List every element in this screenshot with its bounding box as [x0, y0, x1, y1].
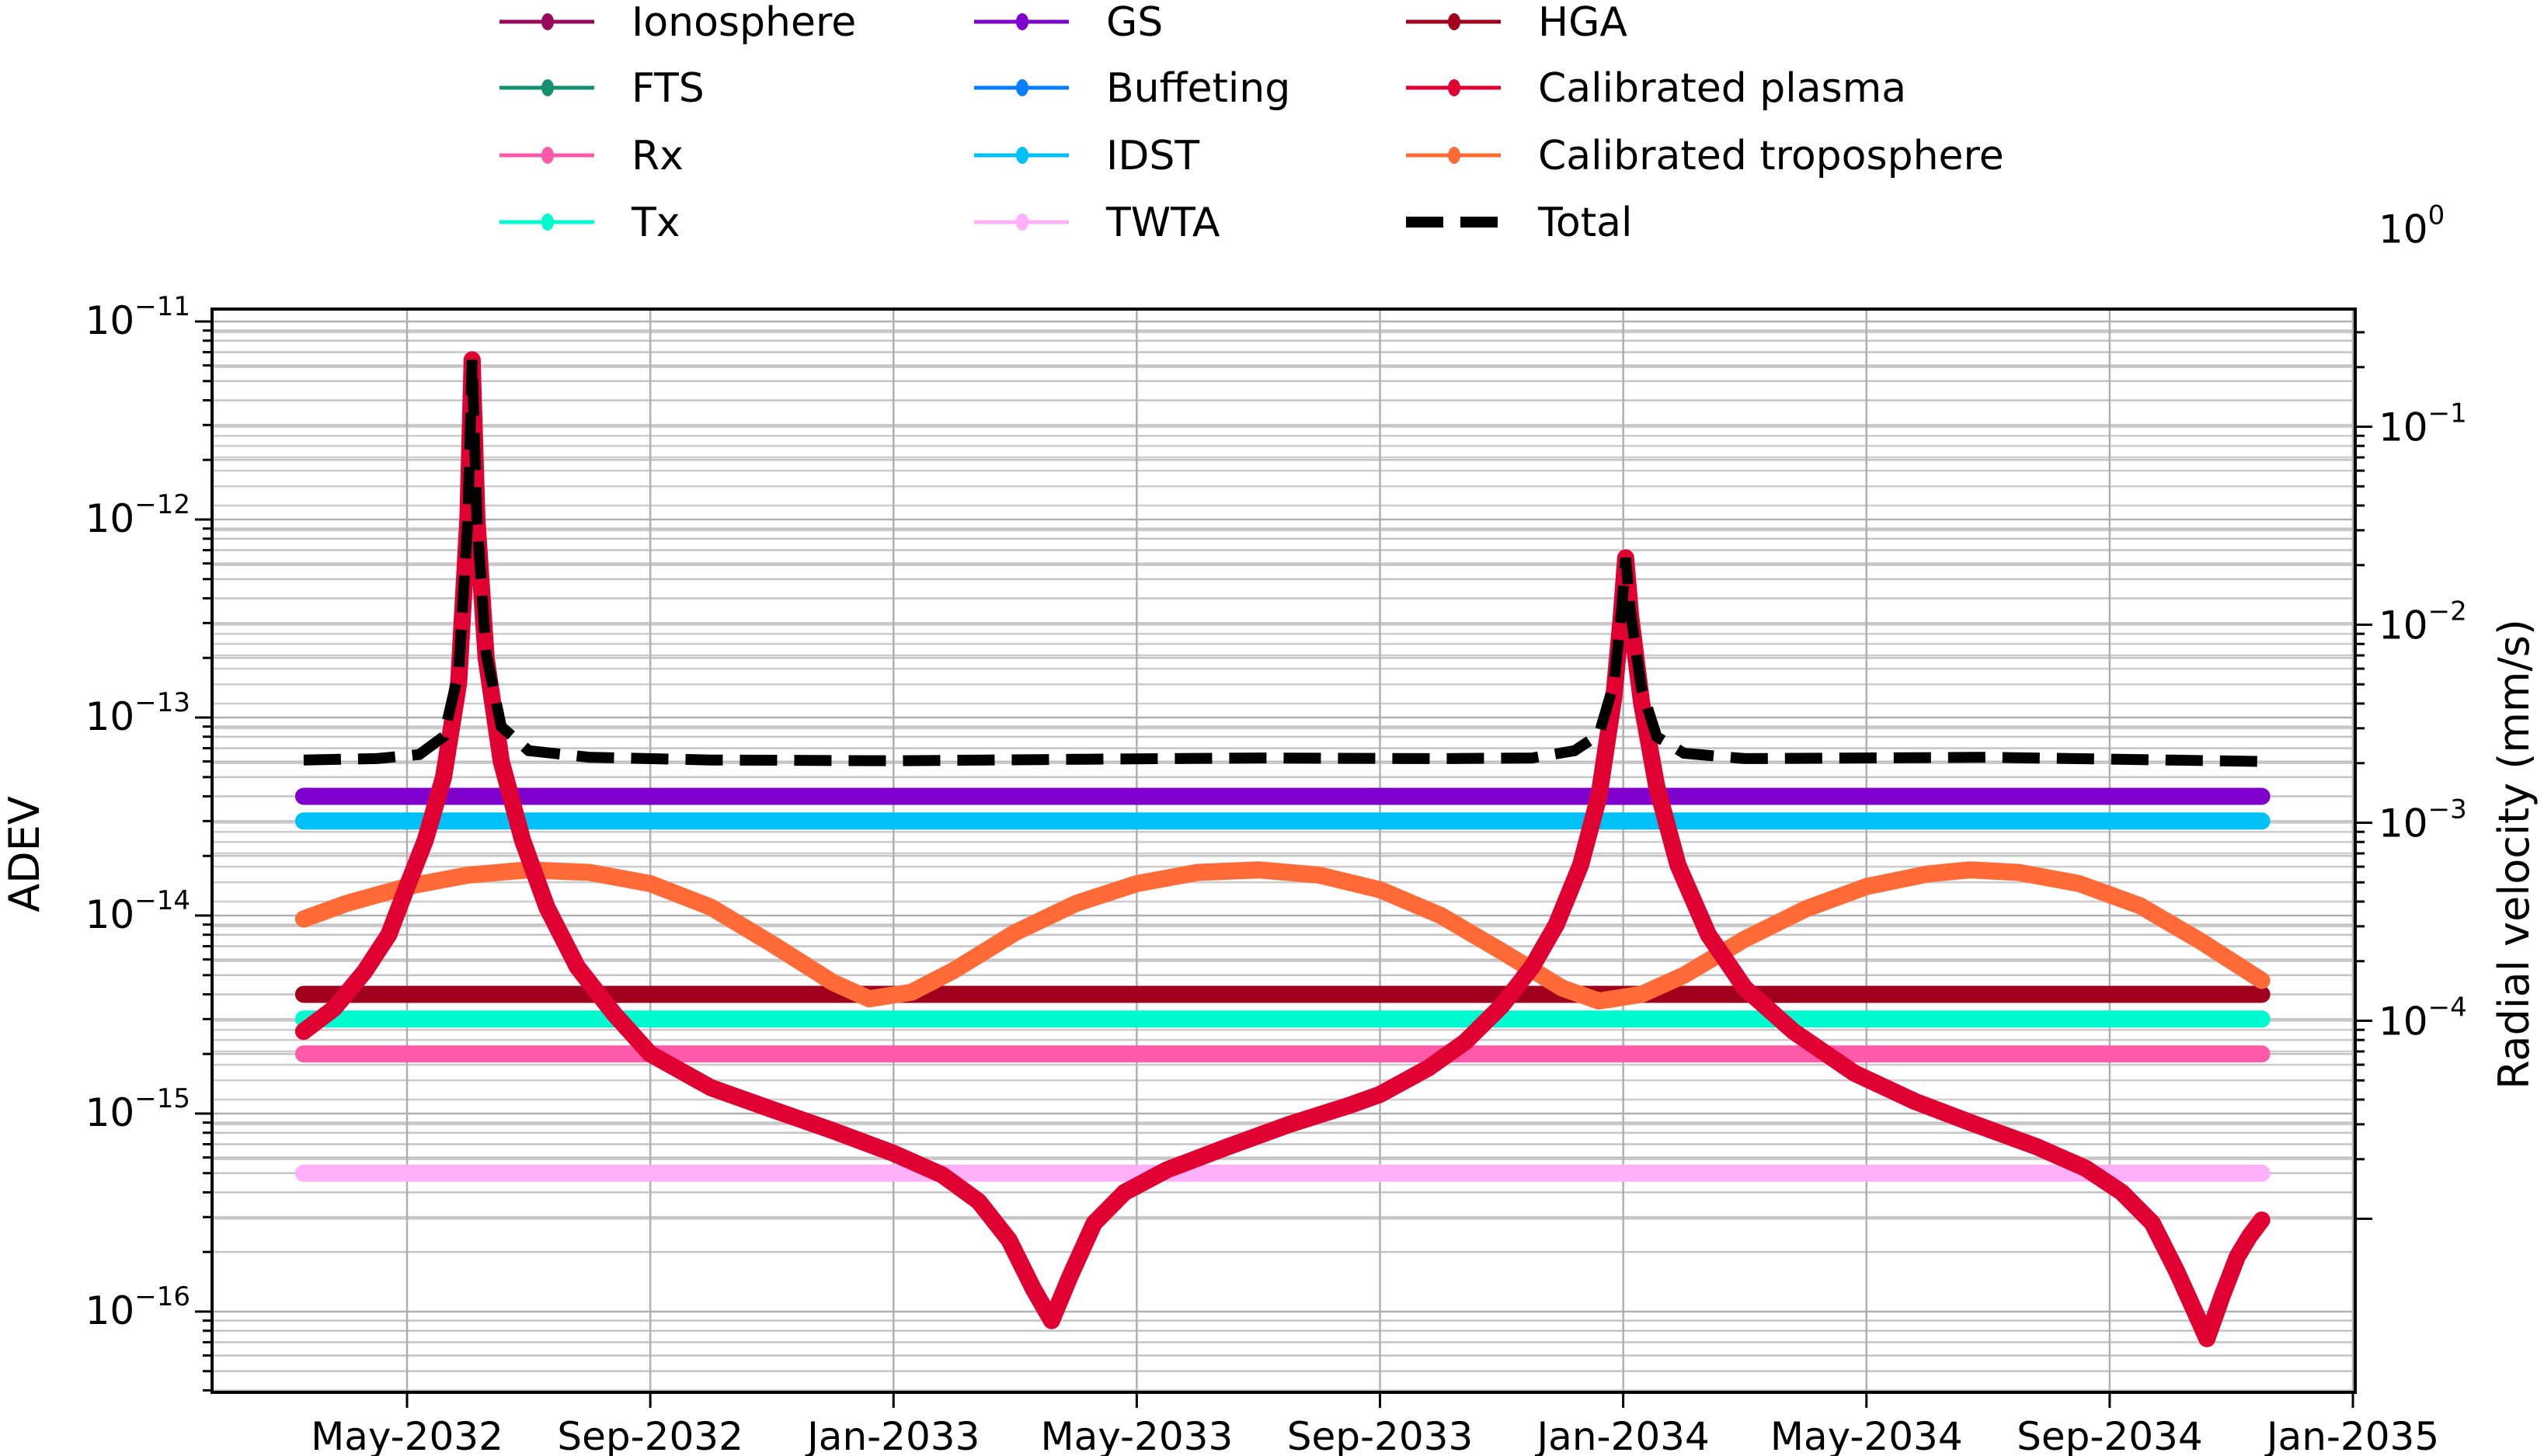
legend-item-calibrated-troposphere: Calibrated troposphere — [1406, 133, 2004, 179]
left-tick-label: 10−15 — [85, 1083, 190, 1135]
left-tick-label: 10−13 — [85, 687, 190, 739]
left-tick-label: 10−11 — [85, 291, 190, 343]
x-tick-label: Sep-2034 — [2017, 1414, 2203, 1456]
right-y-axis: 100 10−1 10−2 10−3 10−4 — [2355, 200, 2467, 1221]
series-total — [303, 360, 2262, 767]
legend-label: Tx — [631, 200, 680, 246]
x-tick-label: Jan-2035 — [2264, 1414, 2439, 1456]
right-tick-label: 100 — [2379, 200, 2445, 252]
legend-label: FTS — [632, 65, 705, 112]
legend-label: Rx — [632, 133, 684, 179]
left-y-axis: 10−11 10−12 10−13 10−14 10−15 10−16 — [85, 291, 212, 1392]
right-tick-label: 10−3 — [2379, 794, 2467, 846]
legend-item-calibrated-plasma: Calibrated plasma — [1406, 65, 1906, 112]
legend-label: Calibrated plasma — [1538, 65, 1906, 112]
x-tick-label: May-2032 — [311, 1414, 503, 1456]
left-tick-label: 10−14 — [85, 885, 190, 937]
x-tick-label: May-2033 — [1040, 1414, 1233, 1456]
x-axis: May-2032 Sep-2032 Jan-2033 May-2033 Sep-2033… — [311, 1392, 2439, 1456]
right-tick-label: 10−4 — [2379, 992, 2467, 1044]
legend-item-rx: Rx — [499, 133, 684, 179]
legend-label: Ionosphere — [632, 0, 856, 46]
right-tick-label: 10−2 — [2379, 596, 2467, 648]
left-axis-label: ADEV — [0, 796, 49, 912]
left-tick-label: 10−16 — [85, 1281, 190, 1333]
left-tick-label: 10−12 — [85, 489, 190, 541]
data-series — [294, 351, 2271, 1347]
x-tick-label: Jan-2033 — [805, 1414, 980, 1456]
legend-item-fts: FTS — [499, 65, 705, 112]
legend-item-idst: IDST — [974, 133, 1199, 179]
legend-label: Calibrated troposphere — [1538, 133, 2004, 179]
right-axis-label: Radial velocity (mm/s) — [2490, 619, 2539, 1089]
legend-label: GS — [1106, 0, 1163, 46]
legend-item-total: Total — [1406, 200, 1632, 246]
legend-item-buffeting: Buffeting — [974, 65, 1290, 112]
legend-label: Total — [1537, 200, 1632, 246]
x-tick-label: May-2034 — [1770, 1414, 1963, 1456]
legend-item-tx: Tx — [499, 200, 680, 246]
legend-label: TWTA — [1105, 200, 1220, 246]
x-tick-label: Jan-2034 — [1534, 1414, 1709, 1456]
x-tick-label: Sep-2032 — [557, 1414, 743, 1456]
legend-item-gs: GS — [974, 0, 1163, 46]
series-calibrated-plasma — [294, 351, 2271, 1347]
legend: Ionosphere FTS Rx Tx GS Buffeting IDST TWTA HGA C… — [499, 0, 2004, 246]
legend-item-twta: TWTA — [974, 200, 1220, 246]
legend-item-hga: HGA — [1406, 0, 1627, 46]
legend-item-ionosphere: Ionosphere — [499, 0, 856, 46]
legend-label: IDST — [1106, 133, 1199, 179]
x-tick-label: Sep-2033 — [1287, 1414, 1474, 1456]
right-tick-label: 10−1 — [2379, 398, 2467, 450]
plot-frame — [211, 308, 2357, 1394]
series-calibrated-troposphere — [294, 861, 2271, 1010]
legend-label: Buffeting — [1106, 65, 1290, 112]
legend-label: HGA — [1538, 0, 1627, 46]
